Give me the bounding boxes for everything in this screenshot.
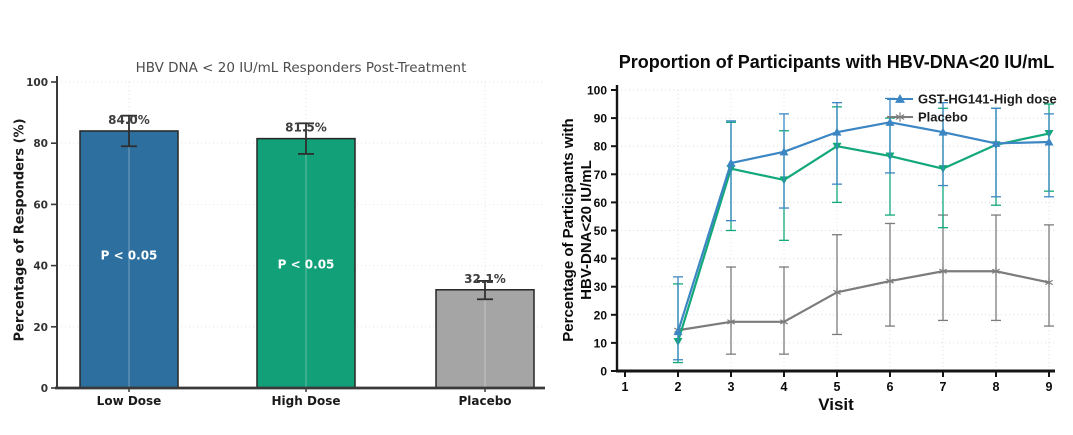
marker-triangle-up [832, 127, 842, 136]
series-line [676, 132, 1050, 342]
marker-star [833, 289, 841, 295]
y-axis-label-line-2: HBV-DNA<20 IU/mL [578, 160, 595, 300]
line-chart-y-axis-label: Percentage of Participants with HBV-DNA<… [560, 118, 596, 341]
y-tick-label: 70 [594, 168, 608, 182]
category-label: Low Dose [97, 394, 162, 408]
marker-star [1045, 279, 1053, 286]
line-chart-panel: 0 10 20 30 40 50 60 70 80 90 100 1 2 3 4 5 6 7 8 9 GST-HG141… [555, 0, 1073, 435]
y-axis-label-line-1: Percentage of Participants with [560, 118, 577, 342]
x-tick-label: 5 [834, 380, 841, 394]
y-tick-label: 90 [594, 112, 608, 126]
bar-1 [256, 137, 356, 389]
bar-0 [79, 130, 179, 389]
bar-chart-svg: 0 20 40 60 80 100 Low Dose High Dose Placebo 84.0… [26, 76, 545, 408]
y-tick-label: 100 [587, 84, 607, 98]
p-value-annotation: P < 0.05 [278, 258, 335, 272]
y-tick-label: 80 [594, 140, 608, 154]
marker-triangle-up [673, 327, 683, 336]
x-tick-label: 9 [1046, 380, 1053, 394]
y-tick-label: 20 [33, 322, 48, 334]
bar-chart-y-axis-label: Percentage of Responders (%) [12, 118, 28, 342]
x-tick-label: 3 [728, 380, 735, 394]
value-label: 84.0% [108, 113, 150, 127]
value-label: 32.1% [464, 272, 506, 286]
marker-star [895, 114, 905, 120]
series-line [677, 270, 1050, 332]
x-tick-label: 6 [887, 380, 894, 394]
y-tick-label: 0 [41, 383, 48, 395]
y-tick-label: 60 [594, 196, 608, 210]
y-tick-label: 40 [594, 252, 608, 266]
y-tick-label: 50 [594, 224, 608, 238]
p-value-annotation: P < 0.05 [101, 248, 158, 262]
x-tick-label: 1 [622, 380, 629, 394]
series-GST-HG141-High dose [673, 97, 1054, 361]
marker-triangle-up [1044, 137, 1054, 146]
y-tick-label: 60 [33, 199, 48, 211]
bar-chart-panel: 0 20 40 60 80 100 Low Dose High Dose Placebo 84.0… [12, 60, 545, 408]
bar-chart-title: HBV DNA < 20 IU/mL Responders Post-Treat… [135, 60, 467, 76]
y-tick-label: 100 [26, 77, 48, 89]
y-tick-label: 30 [594, 280, 608, 294]
line-chart-svg: 0 10 20 30 40 50 60 70 80 90 100 1 2 3 4 5 6 7 8 9 GST-HG141… [587, 84, 1057, 395]
marker-triangle-up [885, 117, 895, 126]
marker-star [727, 319, 735, 325]
line-chart-x-axis-label: Visit [818, 395, 854, 414]
marker-star [939, 268, 947, 274]
x-tick-label: 2 [675, 380, 682, 394]
legend-label: GST-HG141-High dose [918, 92, 1057, 107]
category-label: High Dose [272, 394, 341, 408]
marker-triangle-up [991, 138, 1001, 147]
y-tick-label: 20 [594, 308, 608, 322]
legend-label: Placebo [918, 110, 968, 125]
y-tick-label: 40 [33, 261, 48, 273]
marker-star [780, 319, 788, 325]
category-label: Placebo [458, 394, 511, 408]
y-tick-label: 80 [33, 138, 48, 150]
series-Placebo [674, 214, 1054, 355]
value-label: 81.5% [285, 121, 327, 135]
y-tick-label: 10 [594, 336, 608, 350]
marker-triangle-up [726, 158, 736, 167]
x-tick-label: 7 [940, 380, 947, 394]
marker-triangle-up [938, 127, 948, 136]
marker-star [992, 268, 1000, 274]
y-tick-label: 0 [600, 365, 607, 379]
line-chart-title: Proportion of Participants with HBV-DNA<… [618, 52, 1055, 72]
series-line [676, 121, 1050, 332]
x-tick-label: 8 [993, 380, 1000, 394]
marker-triangle-up [779, 147, 789, 156]
marker-triangle-up [895, 94, 905, 103]
marker-star [886, 278, 894, 284]
legend: GST-HG141-High dose Placebo [887, 92, 1057, 125]
x-tick-label: 4 [781, 380, 788, 394]
